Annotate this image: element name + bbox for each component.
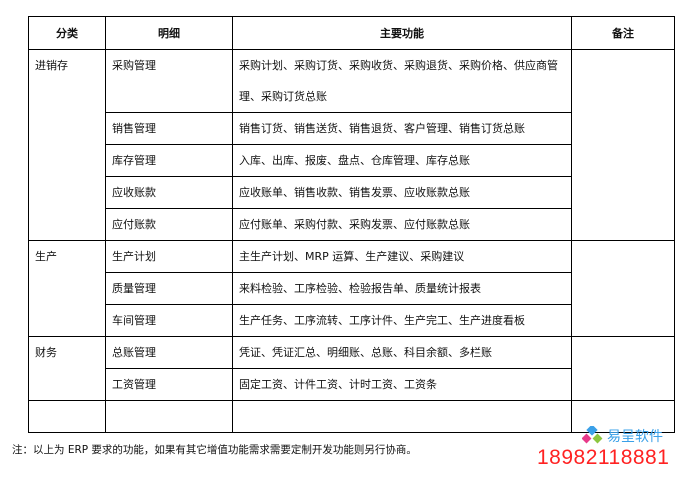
table-row: 生产 生产计划 主生产计划、MRP 运算、生产建议、采购建议 [28, 240, 675, 337]
functions-cell: 入库、出库、报废、盘点、仓库管理、库存总账 [232, 144, 572, 177]
detail-cell: 车间管理 [105, 304, 233, 337]
detail-cell: 质量管理 [105, 272, 233, 305]
empty-cell [571, 400, 675, 433]
brand-logo: 易呈软件 [582, 426, 663, 446]
category-cell: 生产 [28, 240, 106, 337]
empty-row [28, 400, 675, 433]
footnote: 注：以上为 ERP 要求的功能，如果有其它增值功能需求需要定制开发功能则另行协商… [12, 444, 417, 456]
detail-cell: 采购管理 [105, 49, 233, 113]
functions-cell: 固定工资、计件工资、计时工资、工资条 [232, 368, 572, 401]
detail-cell: 应付账款 [105, 208, 233, 241]
category-cell: 财务 [28, 336, 106, 401]
header-row: 分类 明细 主要功能 备注 [28, 16, 675, 50]
detail-cell: 库存管理 [105, 144, 233, 177]
table-row: 车间管理 生产任务、工序流转、工序计件、生产完工、生产进度看板 [29, 304, 675, 337]
functions-cell: 凭证、凭证汇总、明细账、总账、科目余额、多栏账 [232, 336, 572, 369]
functions-cell: 来料检验、工序检验、检验报告单、质量统计报表 [232, 272, 572, 305]
table-row: 质量管理 来料检验、工序检验、检验报告单、质量统计报表 [29, 272, 675, 305]
detail-cell: 销售管理 [105, 112, 233, 145]
remarks-cell [571, 240, 675, 337]
phone-number: 18982118881 [537, 446, 670, 469]
functions-cell: 生产任务、工序流转、工序计件、生产完工、生产进度看板 [232, 304, 572, 337]
category-cell: 进销存 [28, 49, 106, 241]
functions-cell: 主生产计划、MRP 运算、生产建议、采购建议 [232, 240, 572, 273]
table-row: 工资管理 固定工资、计件工资、计时工资、工资条 [29, 368, 675, 401]
table-row: 销售管理 销售订货、销售送货、销售退货、客户管理、销售订货总账 [29, 112, 675, 145]
remarks-cell [571, 49, 675, 241]
functions-cell: 应收账单、销售收款、销售发票、应收账款总账 [232, 176, 572, 209]
erp-function-table: 分类 明细 主要功能 备注 进销存 采购管理 采购计划、采购订货、采购收货、采购… [28, 16, 675, 433]
detail-cell: 工资管理 [105, 368, 233, 401]
functions-cell: 应付账单、采购付款、采购发票、应付账款总账 [232, 208, 572, 241]
table-row: 库存管理 入库、出库、报废、盘点、仓库管理、库存总账 [29, 144, 675, 177]
remarks-cell [571, 336, 675, 401]
brand-name: 易呈软件 [607, 429, 663, 445]
functions-cell: 销售订货、销售送货、销售退货、客户管理、销售订货总账 [232, 112, 572, 145]
table-row: 应付账款 应付账单、采购付款、采购发票、应付账款总账 [29, 208, 675, 241]
table-row: 财务 总账管理 凭证、凭证汇总、明细账、总账、科目余额、多栏账 [28, 336, 675, 401]
empty-cell [28, 400, 106, 433]
detail-cell: 总账管理 [105, 336, 233, 369]
table-row: 进销存 采购管理 采购计划、采购订货、采购收货、采购退货、采购价格、供应商管理、… [28, 49, 675, 241]
empty-cell [105, 400, 233, 433]
functions-cell: 采购计划、采购订货、采购收货、采购退货、采购价格、供应商管理、采购订货总账 [232, 49, 572, 113]
table-row: 应收账款 应收账单、销售收款、销售发票、应收账款总账 [29, 176, 675, 209]
header-remarks: 备注 [571, 16, 675, 50]
detail-cell: 应收账款 [105, 176, 233, 209]
header-detail: 明细 [105, 16, 233, 50]
logo-icon [582, 426, 603, 444]
empty-cell [232, 400, 572, 433]
header-functions: 主要功能 [232, 16, 572, 50]
detail-cell: 生产计划 [105, 240, 233, 273]
header-category: 分类 [28, 16, 106, 50]
